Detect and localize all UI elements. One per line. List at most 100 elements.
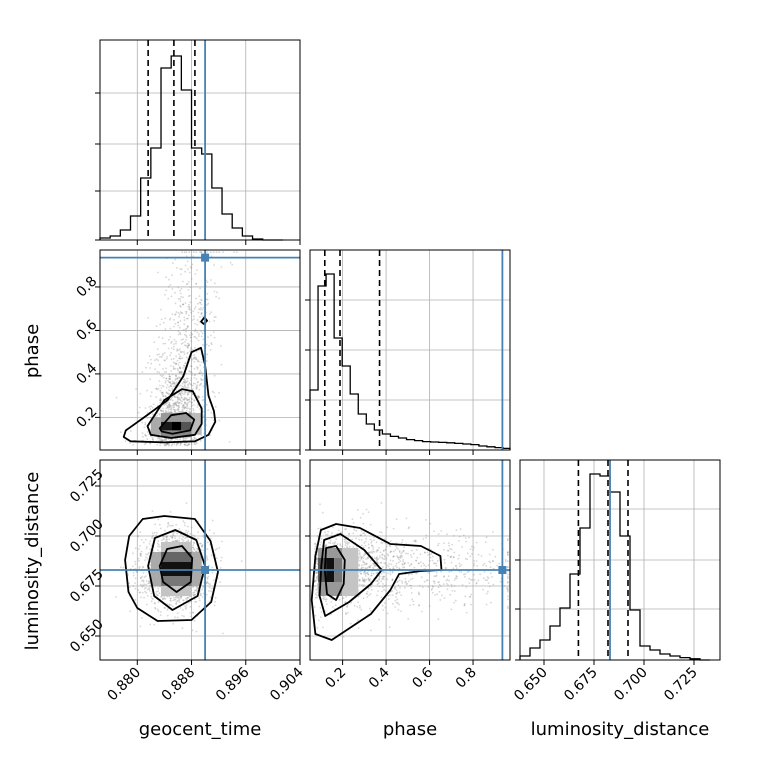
sample-point	[399, 586, 401, 589]
sample-point	[139, 583, 142, 586]
sample-point	[151, 406, 154, 409]
sample-point	[207, 575, 210, 578]
sample-point	[464, 575, 466, 578]
sample-point	[210, 554, 213, 557]
sample-point	[165, 367, 168, 370]
sample-point	[142, 541, 145, 544]
sample-point	[187, 289, 190, 291]
sample-point	[173, 531, 176, 534]
sample-point	[404, 581, 406, 584]
sample-point	[162, 368, 164, 370]
sample-point	[375, 557, 377, 560]
sample-point	[187, 539, 190, 542]
sample-point	[187, 540, 190, 543]
sample-point	[409, 578, 412, 581]
sample-point	[177, 324, 180, 327]
sample-point	[196, 324, 199, 326]
sample-point	[397, 584, 400, 587]
sample-point	[381, 542, 384, 544]
sample-point	[322, 597, 324, 600]
sample-point	[157, 545, 159, 548]
sample-point	[392, 566, 395, 568]
sample-point	[159, 399, 162, 402]
sample-point	[176, 532, 179, 535]
sample-point	[399, 555, 402, 557]
sample-point	[161, 439, 164, 441]
sample-point	[210, 416, 213, 419]
sample-point	[454, 577, 457, 580]
sample-point	[168, 381, 170, 383]
sample-point	[174, 539, 177, 542]
sample-point	[196, 384, 199, 387]
sample-point	[176, 539, 179, 542]
sample-point	[376, 583, 379, 586]
sample-point	[191, 263, 194, 266]
sample-point	[455, 567, 458, 569]
sample-point	[163, 597, 166, 600]
sample-point	[406, 582, 408, 585]
sample-point	[209, 251, 212, 254]
truth-marker	[498, 566, 507, 574]
sample-point	[410, 587, 413, 589]
sample-point	[128, 582, 131, 585]
sample-point	[401, 555, 403, 558]
sample-point	[372, 550, 375, 553]
sample-point	[174, 377, 177, 380]
sample-point	[132, 444, 135, 446]
sample-point	[375, 565, 377, 567]
sample-point	[219, 567, 222, 569]
sample-point	[176, 377, 179, 380]
sample-point	[426, 551, 429, 554]
sample-point	[175, 438, 177, 441]
sample-point	[197, 396, 200, 399]
sample-point	[161, 598, 164, 601]
sample-point	[197, 549, 199, 552]
sample-point	[193, 594, 195, 597]
sample-point	[148, 580, 151, 582]
sample-point	[487, 577, 490, 579]
sample-point	[185, 536, 188, 539]
sample-point	[137, 411, 140, 414]
sample-point	[353, 527, 355, 530]
sample-point	[376, 580, 379, 582]
sample-point	[494, 555, 497, 558]
sample-point	[141, 591, 144, 594]
sample-point	[187, 347, 189, 349]
sample-point	[177, 407, 180, 410]
sample-point	[181, 409, 184, 412]
sample-point	[347, 611, 349, 614]
sample-point	[427, 572, 430, 574]
sample-point	[395, 562, 398, 565]
sample-point	[155, 387, 158, 390]
sample-point	[176, 401, 179, 404]
sample-point	[153, 532, 156, 534]
sample-point	[190, 438, 192, 441]
sample-point	[327, 530, 329, 533]
sample-point	[149, 564, 152, 567]
sample-point	[168, 375, 171, 378]
sample-point	[175, 602, 178, 605]
sample-point	[438, 581, 440, 583]
sample-point	[491, 560, 494, 562]
sample-point	[371, 544, 373, 547]
sample-point	[392, 527, 395, 530]
sample-point	[313, 580, 316, 583]
sample-point	[347, 533, 350, 536]
sample-point	[215, 557, 218, 559]
sample-point	[132, 552, 134, 555]
sample-point	[370, 550, 373, 553]
sample-point	[314, 579, 316, 582]
sample-point	[193, 541, 195, 544]
sample-point	[385, 566, 388, 569]
sample-point	[186, 597, 189, 599]
sample-point	[371, 552, 374, 554]
sample-point	[157, 549, 159, 551]
sample-point	[179, 320, 182, 322]
sample-point	[159, 444, 162, 447]
sample-point	[400, 552, 403, 555]
sample-point	[170, 351, 173, 354]
sample-point	[191, 401, 193, 404]
sample-point	[382, 558, 384, 560]
sample-point	[178, 401, 180, 404]
sample-point	[370, 574, 373, 577]
